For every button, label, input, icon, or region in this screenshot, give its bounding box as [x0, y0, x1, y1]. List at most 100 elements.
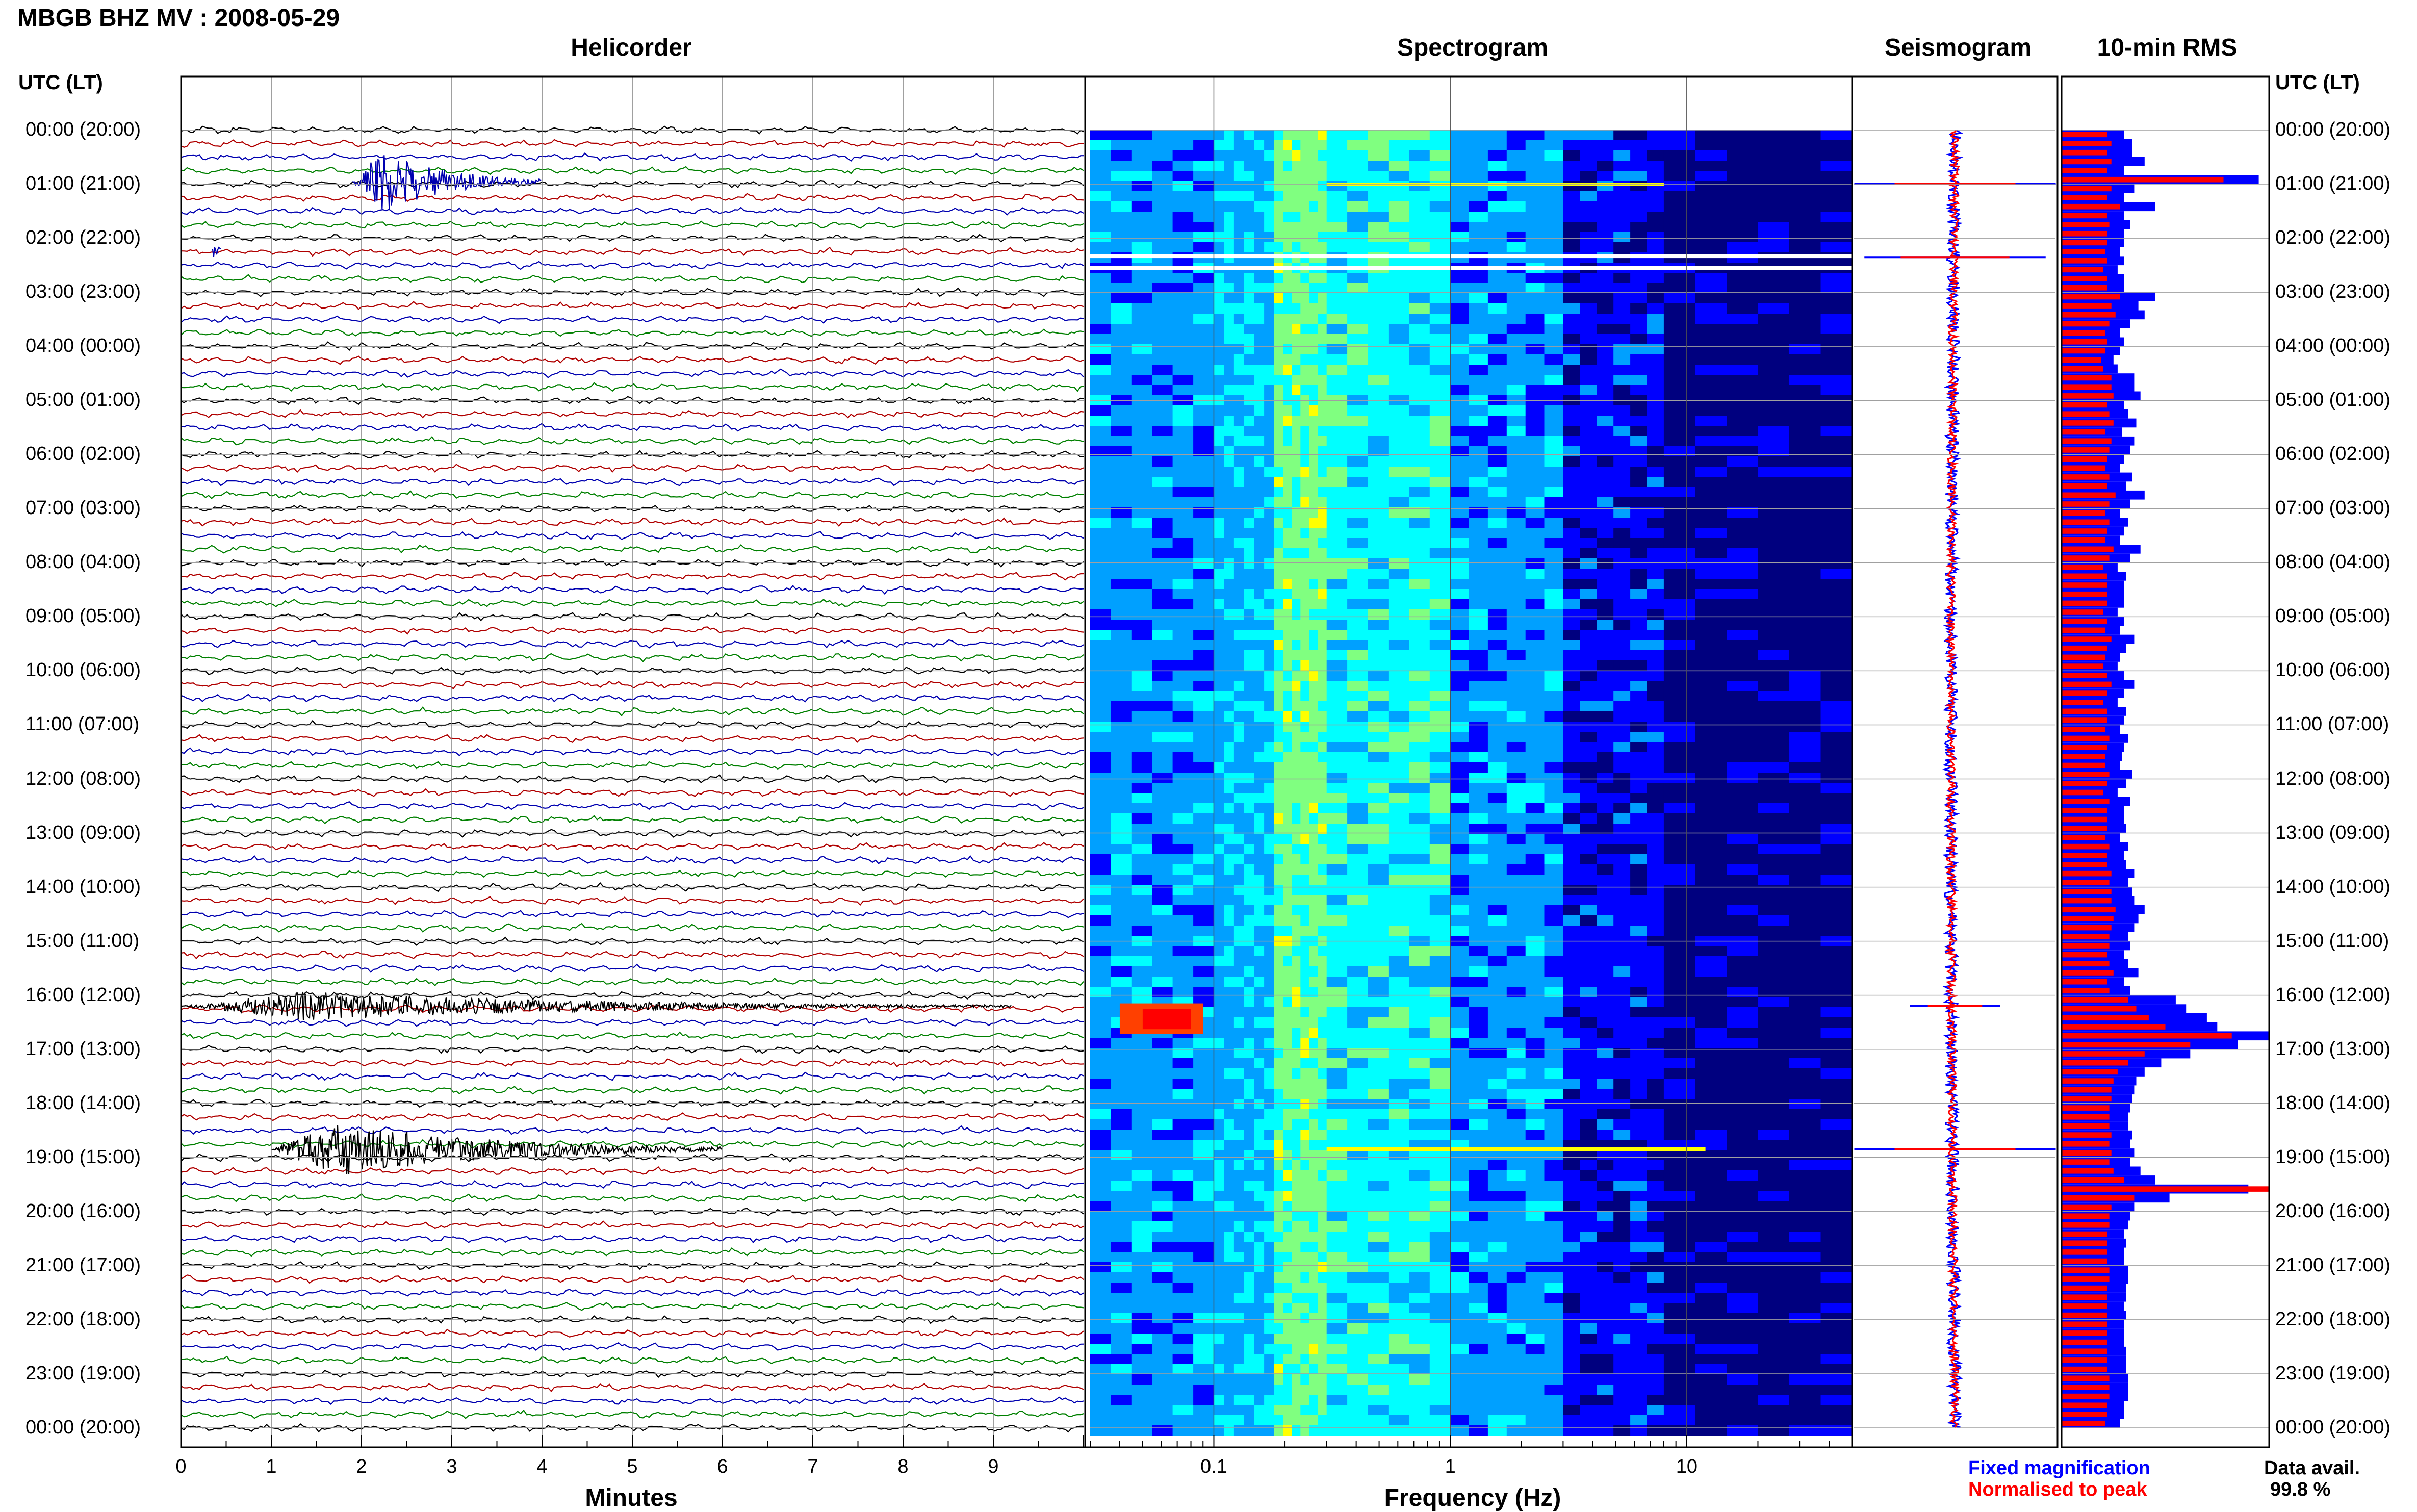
- spectrogram-cell: [1469, 813, 1488, 824]
- spectrogram-cell: [1224, 324, 1235, 335]
- spectrogram-cell: [1727, 538, 1759, 549]
- spectrogram-cell: [1488, 1119, 1507, 1130]
- spectrogram-cell: [1327, 528, 1348, 539]
- spectrogram-cell: [1193, 222, 1214, 233]
- spectrogram-cell: [1193, 1089, 1214, 1099]
- spectrogram-cell: [1244, 579, 1255, 590]
- spectrogram-cell: [1664, 1079, 1696, 1089]
- spectrogram-cell: [1647, 212, 1664, 222]
- spectrogram-cell: [1563, 528, 1580, 539]
- spectrogram-cell: [1283, 293, 1292, 304]
- spectrogram-cell: [1507, 477, 1526, 488]
- spectrogram-cell: [1664, 997, 1696, 1008]
- spectrogram-cell: [1597, 1099, 1614, 1110]
- spectrogram-cell: [1254, 742, 1265, 753]
- spectrogram-cell: [1526, 905, 1545, 916]
- spectrogram-cell: [1283, 1313, 1292, 1324]
- spectrogram-cell: [1274, 946, 1283, 957]
- spectrogram-cell: [1563, 273, 1580, 284]
- spectrogram-cell: [1090, 650, 1111, 661]
- spectrogram-cell: [1224, 660, 1235, 671]
- spectrogram-cell: [1613, 487, 1631, 498]
- spectrogram-cell: [1264, 579, 1275, 590]
- spectrogram-cell: [1152, 314, 1173, 324]
- spectrogram-cell: [1224, 987, 1235, 997]
- spectrogram-cell: [1214, 742, 1225, 753]
- spectrogram-cell: [1152, 161, 1173, 171]
- spectrogram-cell: [1214, 446, 1225, 457]
- spectrogram-cell: [1507, 762, 1526, 773]
- spectrogram-cell: [1224, 171, 1235, 182]
- spectrogram-cell: [1152, 538, 1173, 549]
- spectrogram-cell: [1090, 446, 1111, 457]
- spectrogram-cell: [1152, 711, 1173, 722]
- spectrogram-cell: [1580, 150, 1597, 161]
- spectrogram-cell: [1727, 456, 1759, 467]
- spectrogram-cell: [1090, 732, 1111, 742]
- spectrogram-cell: [1214, 1191, 1225, 1201]
- spectrogram-cell: [1274, 1252, 1283, 1263]
- spectrogram-cell: [1318, 773, 1327, 783]
- spectrogram-cell: [1318, 385, 1327, 396]
- spectrogram-cell: [1389, 150, 1409, 161]
- spectrogram-cell: [1173, 507, 1194, 518]
- spectrogram-cell: [1193, 334, 1214, 345]
- spectrogram-cell: [1214, 926, 1225, 936]
- spectrogram-cell: [1488, 334, 1507, 345]
- spectrogram-cell: [1274, 385, 1283, 396]
- spectrogram-cell: [1264, 671, 1275, 681]
- spectrogram-cell: [1647, 487, 1664, 498]
- spectrogram-cell: [1347, 640, 1368, 651]
- spectrogram-cell: [1695, 354, 1728, 365]
- spectrogram-cell: [1327, 762, 1348, 773]
- spectrogram-cell: [1450, 191, 1470, 202]
- spectrogram-cell: [1214, 875, 1225, 885]
- spectrogram-cell: [1563, 1058, 1580, 1069]
- spectrogram-cell: [1469, 691, 1488, 702]
- spectrogram-cell: [1111, 1068, 1132, 1079]
- spectrogram-cell: [1173, 324, 1194, 335]
- spectrogram-cell: [1318, 558, 1327, 569]
- spectrogram-cell: [1283, 1089, 1292, 1099]
- spectrogram-cell: [1318, 1313, 1327, 1324]
- spectrogram-cell: [1821, 1038, 1853, 1048]
- spectrogram-cell: [1507, 518, 1526, 528]
- spectrogram-cell: [1647, 640, 1664, 651]
- spectrogram-cell: [1409, 324, 1430, 335]
- spectrogram-cell: [1193, 130, 1214, 141]
- spectrogram-cell: [1450, 875, 1470, 885]
- spectrogram-cell: [1152, 946, 1173, 957]
- spectrogram-cell: [1563, 711, 1580, 722]
- spectrogram-cell: [1318, 477, 1327, 488]
- spectrogram-cell: [1563, 1191, 1580, 1201]
- spectrogram-cell: [1409, 640, 1430, 651]
- spectrogram-cell: [1274, 1038, 1283, 1048]
- spectrogram-cell: [1300, 293, 1309, 304]
- spectrogram-cell: [1664, 589, 1696, 600]
- spectrogram-cell: [1821, 1262, 1853, 1273]
- spectrogram-cell: [1664, 528, 1696, 539]
- spectrogram-cell: [1526, 732, 1545, 742]
- spectrogram-cell: [1507, 467, 1526, 477]
- spectrogram-cell: [1254, 650, 1265, 661]
- spectrogram-cell: [1727, 405, 1759, 416]
- spectrogram-cell: [1389, 742, 1409, 753]
- spectrogram-cell: [1173, 1119, 1194, 1130]
- spectrogram-cell: [1132, 1191, 1152, 1201]
- spectrogram-cell: [1347, 273, 1368, 284]
- spectrogram-cell: [1173, 579, 1194, 590]
- spectrogram-cell: [1469, 1262, 1488, 1273]
- spectrogram-cell: [1309, 1038, 1318, 1048]
- spectrogram-cell: [1389, 844, 1409, 855]
- spectrogram-cell: [1214, 1130, 1225, 1140]
- spectrogram-cell: [1152, 324, 1173, 335]
- spectrogram-cell: [1664, 1242, 1696, 1252]
- spectrogram-cell: [1507, 385, 1526, 396]
- spectrogram-cell: [1630, 854, 1648, 865]
- spectrogram-cell: [1409, 905, 1430, 916]
- spectrogram-cell: [1630, 314, 1648, 324]
- spectrogram-cell: [1283, 803, 1292, 814]
- spectrogram-cell: [1214, 752, 1225, 763]
- spectrogram-cell: [1613, 783, 1631, 793]
- spectrogram-cell: [1318, 1272, 1327, 1283]
